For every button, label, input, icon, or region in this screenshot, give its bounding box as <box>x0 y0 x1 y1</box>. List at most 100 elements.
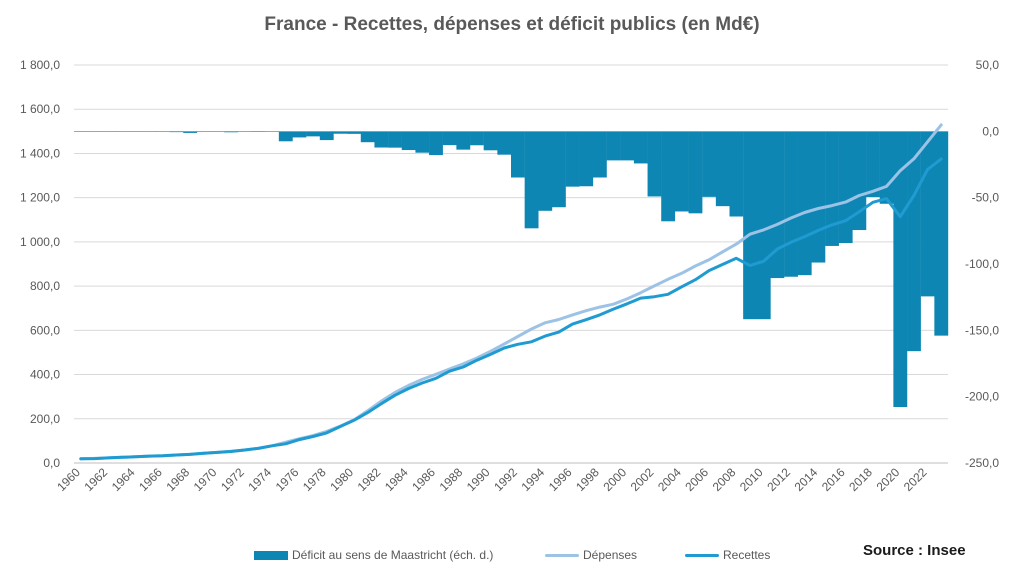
deficit-bar <box>893 131 908 408</box>
x-tick-label: 1998 <box>573 465 602 494</box>
deficit-bar <box>729 131 744 217</box>
deficit-bar <box>879 131 894 204</box>
deficit-bar <box>278 131 293 142</box>
x-tick-label: 1988 <box>437 465 466 494</box>
right-tick-label: 0,0 <box>982 124 999 138</box>
deficit-bar <box>429 131 443 156</box>
left-tick-label: 600,0 <box>30 323 60 337</box>
deficit-bar <box>196 131 211 132</box>
deficit-bar <box>292 131 307 138</box>
legend-swatch-depenses <box>545 553 579 557</box>
deficit-bar <box>674 131 689 212</box>
right-tick-label: -200,0 <box>965 390 999 404</box>
deficit-bar <box>661 131 676 222</box>
deficit-bar <box>401 131 416 151</box>
deficit-bar <box>374 131 389 148</box>
deficit-bar <box>825 131 839 246</box>
left-tick-label: 0,0 <box>43 456 60 470</box>
deficit-bar <box>688 131 703 214</box>
deficit-bar <box>101 131 116 132</box>
deficit-bar <box>524 131 539 229</box>
deficit-bar <box>784 131 798 277</box>
x-tick-label: 1966 <box>136 465 165 494</box>
right-tick-label: 50,0 <box>976 58 1000 72</box>
deficit-bar <box>224 131 239 133</box>
deficit-bar <box>87 131 102 132</box>
x-tick-label: 1968 <box>163 465 192 494</box>
x-tick-label: 1980 <box>327 465 356 494</box>
x-tick-label: 1972 <box>218 465 247 494</box>
deficit-bar <box>360 131 375 143</box>
left-tick-label: 1 200,0 <box>20 191 60 205</box>
x-tick-label: 1992 <box>491 465 520 494</box>
deficit-bar <box>265 131 280 132</box>
x-tick-label: 2006 <box>682 465 711 494</box>
x-tick-label: 2020 <box>874 465 903 494</box>
x-tick-label: 1986 <box>409 465 438 494</box>
x-tick-label: 1962 <box>81 465 110 494</box>
deficit-bar <box>415 131 430 153</box>
deficit-bar <box>743 131 758 320</box>
deficit-bar <box>620 131 635 161</box>
deficit-bar <box>470 131 484 146</box>
x-tick-label: 2016 <box>819 465 848 494</box>
legend-label-recettes: Recettes <box>723 548 771 562</box>
x-tick-label: 2012 <box>764 465 793 494</box>
deficit-bar <box>756 131 771 320</box>
deficit-bar <box>866 131 880 198</box>
deficit-bar <box>347 131 361 134</box>
deficit-bar <box>114 131 129 132</box>
x-tick-label: 2014 <box>792 465 821 494</box>
deficit-bar <box>702 131 717 197</box>
deficit-bars <box>74 131 949 408</box>
deficit-bar <box>606 131 621 161</box>
deficit-bar <box>210 131 225 132</box>
deficit-bar <box>497 131 512 155</box>
deficit-bar <box>647 131 662 197</box>
chart-title: France - Recettes, dépenses et déficit p… <box>264 14 760 35</box>
deficit-bar <box>319 131 334 141</box>
deficit-bar <box>770 131 785 279</box>
deficit-bar <box>306 131 321 137</box>
deficit-bar <box>169 131 184 133</box>
left-tick-label: 1 400,0 <box>20 146 60 160</box>
left-tick-label: 800,0 <box>30 279 60 293</box>
legend-label-depenses: Dépenses <box>583 548 638 562</box>
x-tick-label: 1990 <box>464 465 493 494</box>
legend-swatch-deficit <box>254 550 288 560</box>
right-tick-label: -100,0 <box>965 257 999 271</box>
deficit-bar <box>483 131 498 151</box>
x-tick-label: 1996 <box>546 465 575 494</box>
deficit-bar <box>838 131 853 244</box>
x-tick-label: 2002 <box>628 465 657 494</box>
x-tick-label: 2018 <box>846 465 875 494</box>
deficit-bar <box>538 131 553 211</box>
x-tick-label: 1984 <box>382 465 411 494</box>
x-tick-label: 2004 <box>655 465 684 494</box>
left-axis: 0,0 200,0 400,0 600,0 800,0 1 000,0 1 200,0 1 4… <box>20 58 60 470</box>
deficit-bar <box>333 131 348 134</box>
legend-label-deficit: Déficit au sens de Maastricht (éch. d.) <box>292 548 494 562</box>
deficit-bar <box>934 131 949 336</box>
right-tick-label: -150,0 <box>965 323 999 337</box>
deficit-bar <box>388 131 402 148</box>
x-tick-label: 1994 <box>518 465 547 494</box>
x-tick-label: 2010 <box>737 465 766 494</box>
deficit-bar <box>511 131 525 178</box>
left-tick-label: 400,0 <box>30 368 60 382</box>
x-tick-label: 2000 <box>600 465 629 494</box>
legend: Déficit au sens de Maastricht (éch. d.) … <box>0 548 1024 568</box>
deficit-bar <box>633 131 648 164</box>
deficit-bar <box>797 131 812 276</box>
deficit-bar <box>565 131 580 187</box>
recettes-line <box>79 157 943 461</box>
deficit-bar <box>251 131 266 132</box>
x-tick-label: 1976 <box>273 465 302 494</box>
x-tick-label: 1974 <box>245 465 274 494</box>
deficit-bar <box>811 131 826 263</box>
deficit-bar <box>579 131 594 187</box>
deficit-bar <box>155 131 170 132</box>
legend-swatch-recettes <box>685 553 719 557</box>
